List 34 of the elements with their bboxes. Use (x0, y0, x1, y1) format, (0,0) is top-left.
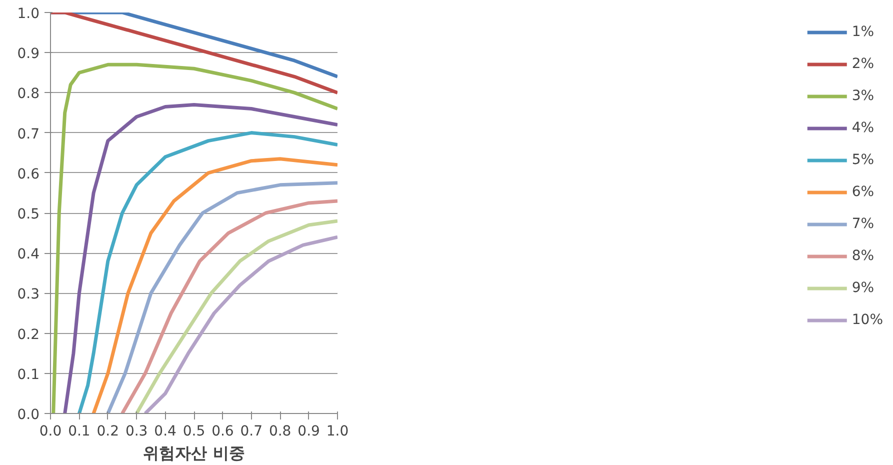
x-tick-label: 0.9 (298, 424, 320, 440)
y-tick-label: 0.5 (17, 206, 40, 222)
legend-label: 3% (852, 88, 874, 104)
legend-label: 2% (852, 56, 874, 72)
y-tick-label: 0.1 (17, 366, 40, 383)
x-tick-label: 0.1 (68, 424, 90, 440)
y-tick-label: 0.0 (17, 407, 40, 423)
x-tick-label: 1.0 (326, 424, 349, 440)
legend-label: 6% (852, 184, 874, 200)
legend-label: 4% (852, 120, 874, 136)
x-tick-label: 0.3 (125, 424, 148, 440)
x-tick-label: 0.2 (96, 424, 120, 440)
legend-label: 10% (852, 312, 883, 328)
y-tick-label: 0.2 (17, 326, 40, 343)
legend-label: 8% (852, 248, 874, 264)
legend-label: 5% (852, 152, 874, 168)
legend-label: 7% (852, 216, 874, 232)
legend-label: 9% (852, 280, 874, 296)
x-tick-label: 0.4 (154, 424, 177, 440)
line-series (50, 12, 338, 94)
y-tick-label: 0.9 (17, 46, 40, 62)
x-tick-label: 0.0 (39, 424, 62, 440)
y-tick-label: 0.7 (17, 126, 40, 142)
y-tick-label: 0.3 (17, 286, 40, 303)
y-tick-label: 0.6 (17, 166, 40, 182)
x-tick-label: 0.5 (182, 424, 206, 440)
y-tick-label: 1.0 (17, 6, 40, 22)
x-tick-label: 0.6 (212, 424, 234, 440)
y-tick-label: 0.4 (17, 246, 40, 263)
y-tick-label: 0.8 (17, 86, 40, 102)
x-tick-label: 0.7 (240, 424, 263, 440)
x-tick-label: 0.8 (268, 424, 292, 440)
legend-label: 1% (852, 24, 874, 40)
x-axis-title: 위험자산 비중 (143, 444, 245, 462)
